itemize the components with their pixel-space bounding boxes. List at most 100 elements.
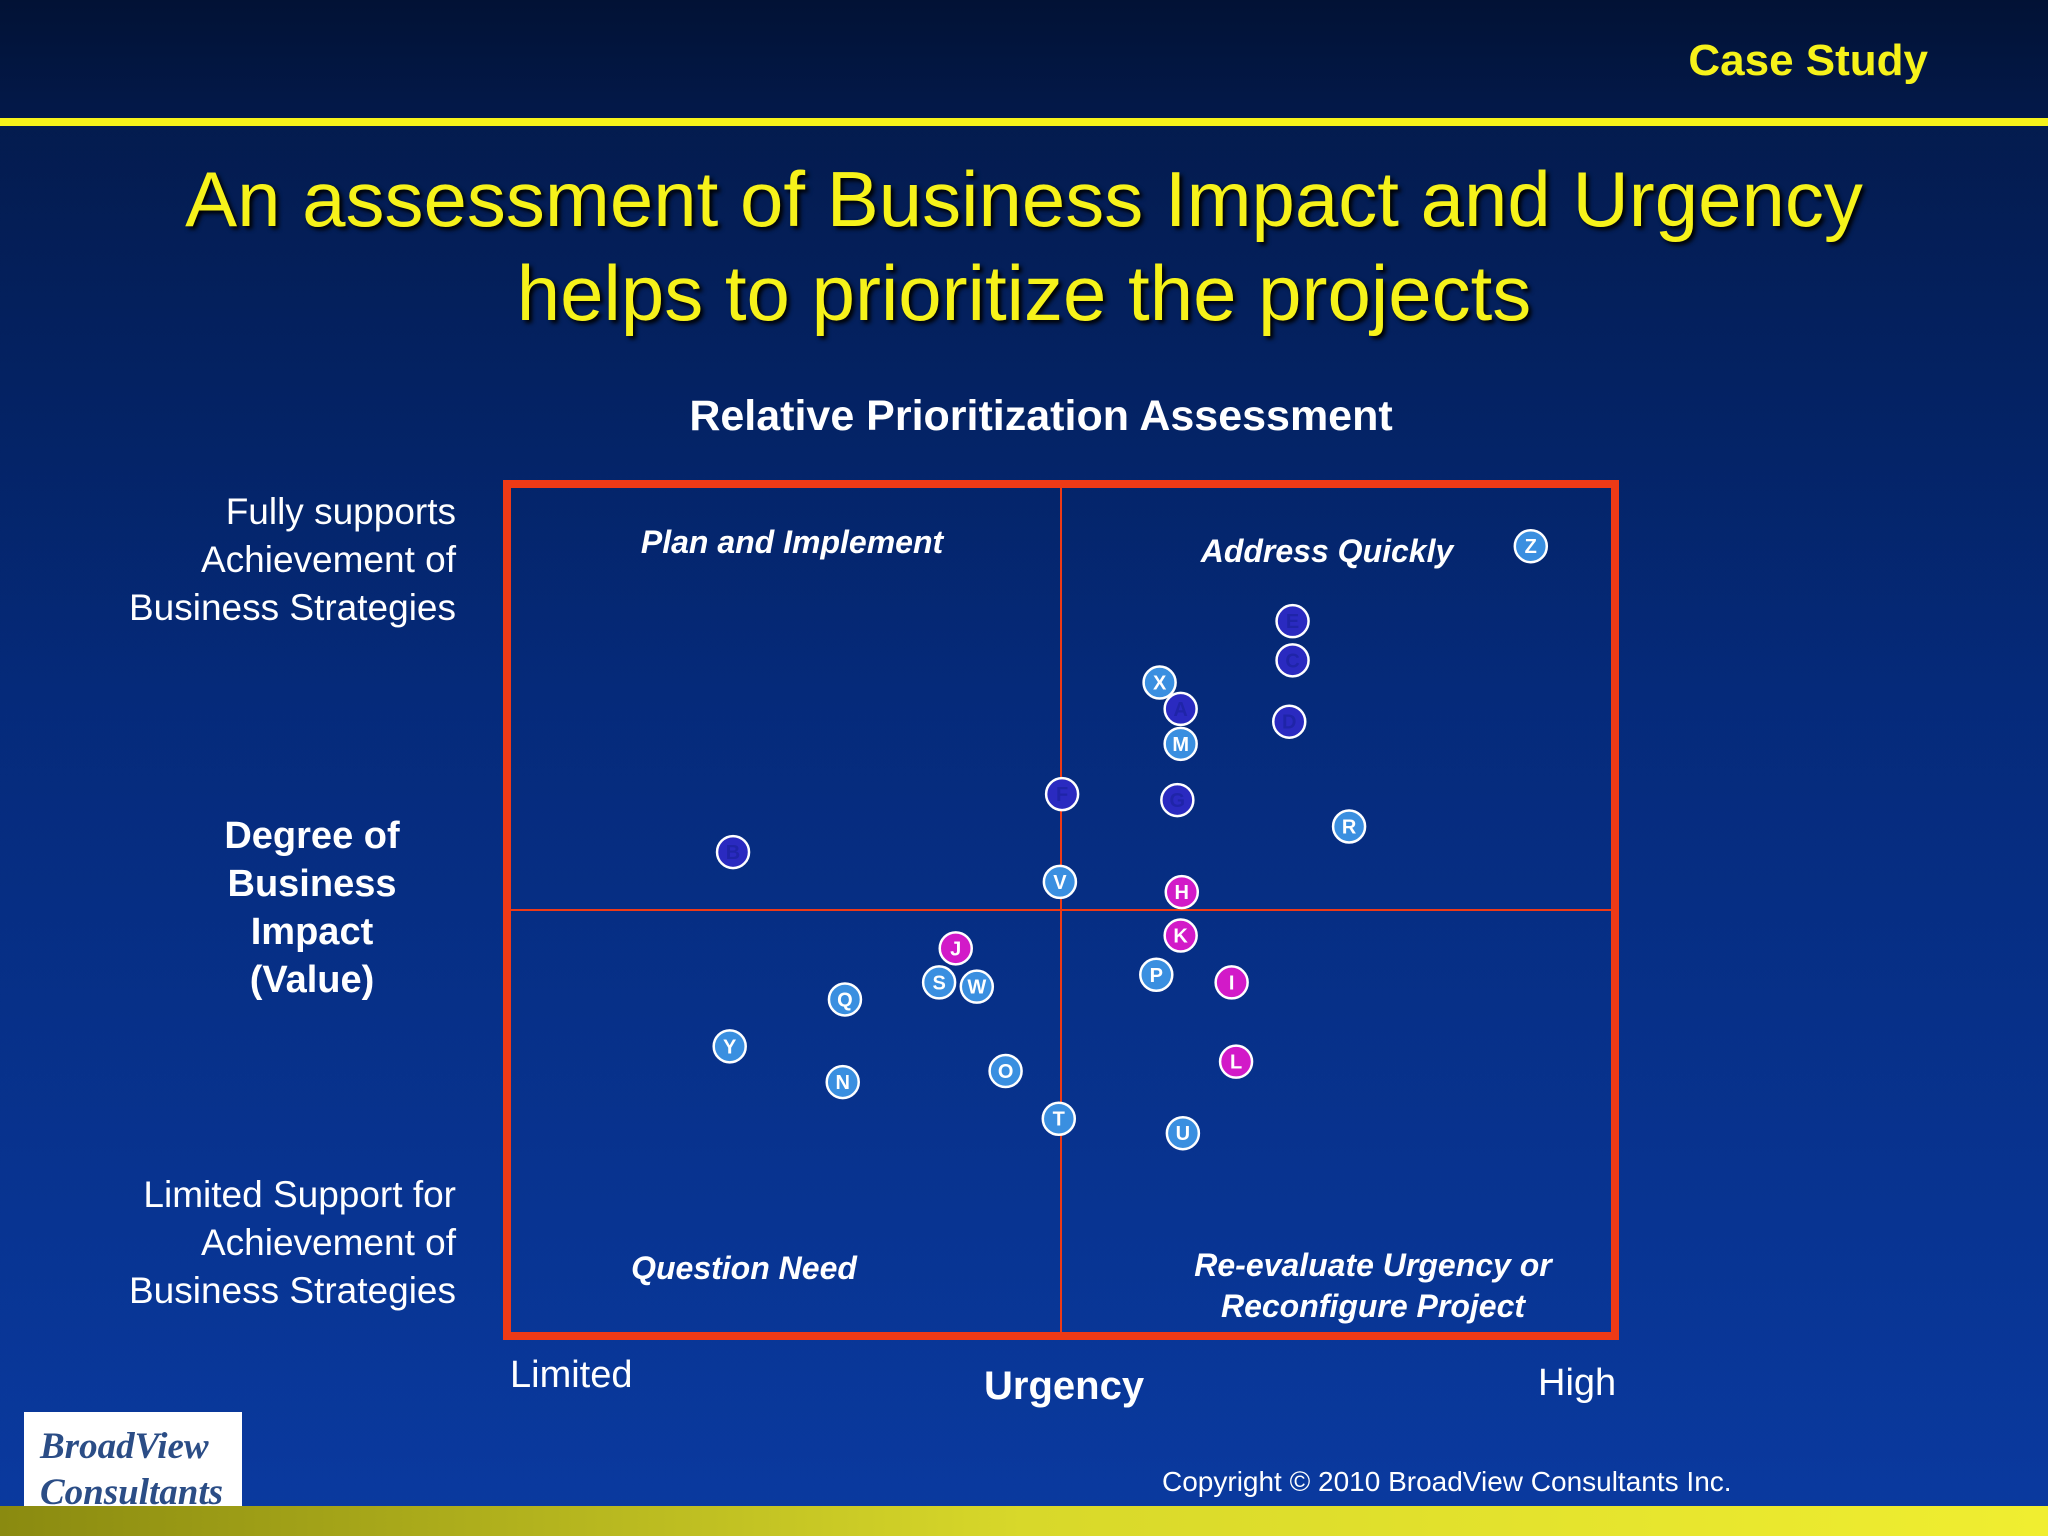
data-point-j: J bbox=[938, 931, 973, 966]
point-marker bbox=[988, 1053, 1023, 1089]
chart-title: Relative Prioritization Assessment bbox=[689, 392, 1393, 440]
point-label: O bbox=[998, 1061, 1014, 1083]
point-marker bbox=[959, 969, 995, 1004]
x-axis-label: Urgency bbox=[984, 1364, 1145, 1408]
quadrant-label-address-quickly: Address Quickly bbox=[1200, 533, 1456, 569]
point-marker bbox=[938, 931, 973, 966]
point-label: I bbox=[1229, 972, 1235, 994]
point-marker bbox=[1513, 528, 1549, 564]
y-axis-label: Degree of Business Impact (Value) bbox=[224, 815, 400, 1001]
point-label: B bbox=[726, 842, 740, 864]
quadrant-label-plan-implement: Plan and Implement bbox=[641, 524, 945, 560]
point-label: X bbox=[1153, 673, 1167, 695]
data-point-l: L bbox=[1218, 1044, 1254, 1079]
title-line-2: helps to prioritize the projects bbox=[516, 249, 1532, 337]
data-point-w: W bbox=[959, 969, 995, 1004]
y-tick-high: Fully supports Achievement of Business S… bbox=[128, 491, 456, 628]
data-point-u: U bbox=[1165, 1115, 1201, 1151]
point-marker bbox=[1142, 665, 1177, 700]
point-label: T bbox=[1053, 1109, 1065, 1131]
point-marker bbox=[1275, 603, 1310, 639]
point-marker bbox=[1163, 691, 1198, 727]
point-marker bbox=[1275, 643, 1310, 678]
data-point-h: H bbox=[1164, 874, 1200, 910]
data-point-k: K bbox=[1163, 918, 1198, 953]
point-label: C bbox=[1285, 650, 1299, 672]
point-marker bbox=[1044, 776, 1080, 812]
point-label: Z bbox=[1525, 536, 1537, 558]
title-line-1: An assessment of Business Impact and Urg… bbox=[185, 155, 1863, 243]
point-marker bbox=[1271, 704, 1307, 739]
data-point-c: C bbox=[1275, 643, 1310, 678]
point-marker bbox=[1164, 874, 1200, 910]
point-label: D bbox=[1282, 712, 1296, 734]
point-marker bbox=[1163, 726, 1198, 762]
quadrant-label-question-need: Question Need bbox=[631, 1250, 858, 1286]
point-marker bbox=[1139, 957, 1174, 993]
point-label: P bbox=[1150, 965, 1163, 987]
data-point-a: A bbox=[1163, 691, 1198, 727]
point-marker bbox=[921, 965, 957, 1000]
data-point-v: V bbox=[1042, 864, 1078, 900]
header-divider bbox=[0, 118, 2048, 126]
matrix-frame bbox=[503, 480, 1619, 1340]
data-point-i: I bbox=[1214, 965, 1249, 1000]
point-label: G bbox=[1170, 790, 1186, 812]
point-label: N bbox=[835, 1072, 849, 1094]
data-point-e: E bbox=[1275, 603, 1310, 639]
point-marker bbox=[825, 1064, 860, 1100]
point-label: R bbox=[1342, 817, 1357, 839]
y-tick-low: Limited Support for Achievement of Busin… bbox=[128, 1174, 456, 1311]
point-marker bbox=[1163, 918, 1198, 953]
point-label: F bbox=[1056, 784, 1068, 806]
point-label: A bbox=[1173, 699, 1187, 721]
point-marker bbox=[712, 1029, 747, 1064]
header-bar bbox=[0, 0, 2048, 118]
data-point-b: B bbox=[715, 834, 751, 870]
data-point-p: P bbox=[1139, 957, 1174, 993]
point-label: S bbox=[932, 972, 945, 994]
x-tick-high: High bbox=[1538, 1362, 1617, 1404]
data-point-s: S bbox=[921, 965, 957, 1000]
data-point-t: T bbox=[1041, 1101, 1077, 1136]
point-label: Y bbox=[723, 1036, 737, 1058]
data-point-m: M bbox=[1163, 726, 1198, 762]
point-marker bbox=[1214, 965, 1249, 1000]
x-tick-low: Limited bbox=[510, 1354, 633, 1396]
point-marker bbox=[1218, 1044, 1254, 1079]
slide-title: An assessment of Business Impact and Urg… bbox=[0, 152, 2048, 340]
data-point-y: Y bbox=[712, 1029, 747, 1064]
point-marker bbox=[1165, 1115, 1201, 1151]
data-point-f: F bbox=[1044, 776, 1080, 812]
point-label: K bbox=[1173, 926, 1188, 948]
quadrant-label-reevaluate-line2: Reconfigure Project bbox=[1221, 1288, 1526, 1324]
data-point-z: Z bbox=[1513, 528, 1549, 564]
footer-bar bbox=[0, 1506, 2048, 1536]
point-label: U bbox=[1176, 1123, 1190, 1145]
point-marker bbox=[1331, 809, 1367, 844]
case-study-tag: Case Study bbox=[1688, 36, 1928, 85]
point-label: W bbox=[967, 977, 986, 999]
point-label: M bbox=[1172, 734, 1189, 756]
point-label: L bbox=[1230, 1052, 1242, 1074]
copyright-notice: Copyright © 2010 BroadView Consultants I… bbox=[1162, 1466, 1732, 1497]
logo-line-1: BroadView bbox=[40, 1426, 209, 1467]
point-marker bbox=[1041, 1101, 1077, 1136]
point-label: J bbox=[950, 938, 961, 960]
point-marker bbox=[1042, 864, 1078, 900]
data-point-n: N bbox=[825, 1064, 860, 1100]
point-marker bbox=[1160, 782, 1195, 818]
quadrant-label-reevaluate-line1: Re-evaluate Urgency or bbox=[1194, 1247, 1553, 1283]
data-point-d: D bbox=[1271, 704, 1307, 739]
point-marker bbox=[827, 982, 863, 1017]
data-point-q: Q bbox=[827, 982, 863, 1017]
point-label: Q bbox=[837, 989, 853, 1011]
data-point-o: O bbox=[988, 1053, 1023, 1089]
point-label: H bbox=[1175, 882, 1189, 904]
point-marker bbox=[715, 834, 751, 870]
data-point-x: X bbox=[1142, 665, 1177, 700]
data-point-g: G bbox=[1160, 782, 1195, 818]
point-label: E bbox=[1286, 611, 1299, 633]
data-point-r: R bbox=[1331, 809, 1367, 844]
